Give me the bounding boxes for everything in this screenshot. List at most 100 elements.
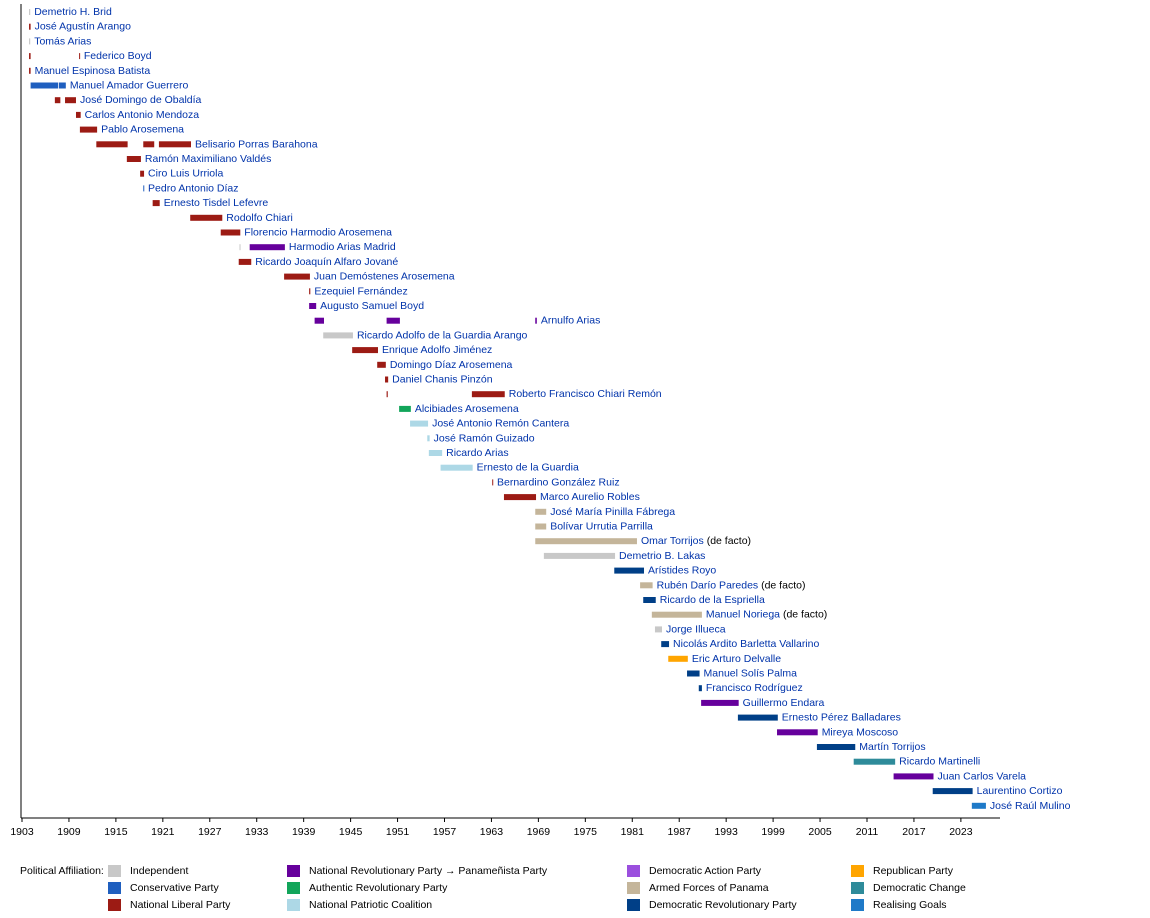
president-name: Manuel Espinosa Batista [35, 65, 151, 77]
president-label: Ciro Luis Urriola [148, 167, 223, 179]
president-name: Ernesto de la Guardia [477, 461, 579, 473]
legend-swatch [627, 865, 640, 877]
term-bar [535, 508, 547, 515]
president-name: Daniel Chanis Pinzón [392, 373, 493, 385]
president-name: Ricardo Martinelli [899, 755, 980, 767]
x-tick-label: 1963 [480, 826, 504, 838]
term-bar [79, 126, 98, 133]
legend-swatch [108, 882, 121, 894]
term-bar [309, 303, 317, 309]
term-bar [661, 641, 670, 648]
term-bar [614, 567, 645, 574]
term-bar [816, 744, 856, 750]
president-label: Ricardo Arias [446, 447, 508, 459]
president-name: Belisario Porras Barahona [195, 138, 318, 150]
president-label: José Antonio Remón Cantera [432, 417, 569, 429]
term-bar [54, 97, 61, 104]
legend-swatch [851, 899, 864, 911]
legend-swatch [287, 899, 300, 911]
president-name: José Ramón Guizado [434, 432, 535, 444]
term-bar [503, 494, 537, 501]
president-label: Demetrio B. Lakas [619, 550, 705, 562]
president-name: Manuel Solís Palma [704, 667, 798, 679]
term-bar [152, 200, 160, 207]
note: (de facto) [761, 579, 805, 591]
legend-label: Realising Goals [873, 899, 947, 911]
president-name: Demetrio H. Brid [34, 6, 112, 18]
president-name: Roberto Francisco Chiari Remón [509, 388, 662, 400]
president-label: José Ramón Guizado [434, 432, 535, 444]
legend-label: Conservative Party [130, 882, 219, 894]
president-label: Augusto Samuel Boyd [320, 300, 424, 312]
term-bar [239, 244, 241, 251]
president-name: Tomás Arias [34, 35, 91, 47]
legend-swatch [287, 865, 300, 877]
president-label: Ricardo Martinelli [899, 755, 980, 767]
president-label: Ernesto Pérez Balladares [782, 711, 901, 723]
term-bar [701, 699, 739, 706]
term-bar [640, 582, 653, 589]
legend-label: National Revolutionary Party → Panameñis… [309, 865, 548, 877]
term-bar [190, 214, 223, 221]
term-bar [427, 435, 430, 442]
president-label: Juan Demóstenes Arosemena [314, 270, 455, 282]
x-tick-label: 2023 [949, 826, 973, 838]
president-label: José Raúl Mulino [990, 800, 1071, 812]
president-name: Harmodio Arias Madrid [289, 241, 396, 253]
president-name: Pedro Antonio Díaz [148, 182, 238, 194]
president-label: Enrique Adolfo Jiménez [382, 344, 492, 356]
president-label: Bolívar Urrutia Parrilla [550, 520, 653, 532]
term-bar [79, 53, 81, 60]
president-label: Demetrio H. Brid [34, 6, 112, 18]
x-tick-label: 1945 [339, 826, 363, 838]
legend-label: Democratic Revolutionary Party [649, 899, 797, 911]
president-label: Florencio Harmodio Arosemena [244, 226, 392, 238]
x-tick-label: 1975 [574, 826, 598, 838]
legend-swatch [627, 882, 640, 894]
x-tick-label: 1933 [245, 826, 269, 838]
legend-swatch [287, 882, 300, 894]
term-bar [687, 670, 700, 677]
president-label: Eric Arturo Delvalle [692, 653, 781, 665]
president-name: Eric Arturo Delvalle [692, 653, 781, 665]
president-name: Laurentino Cortizo [977, 785, 1063, 797]
president-name: Rodolfo Chiari [226, 212, 293, 224]
president-name: Domingo Díaz Arosemena [390, 359, 513, 371]
term-bar [777, 729, 818, 736]
president-name: Marco Aurelio Robles [540, 491, 640, 503]
term-bar [471, 391, 505, 398]
term-bar [29, 9, 31, 15]
term-bar [126, 156, 141, 162]
president-label: Arnulfo Arias [541, 314, 601, 326]
president-label: Nicolás Ardito Barletta Vallarino [673, 638, 819, 650]
president-name: José Domingo de Obaldía [80, 94, 202, 106]
president-label: Roberto Francisco Chiari Remón [509, 388, 662, 400]
president-name: José María Pinilla Fábrega [550, 506, 675, 518]
president-name: Arnulfo Arias [541, 314, 601, 326]
x-tick-label: 2017 [902, 826, 926, 838]
legend-swatch [108, 865, 121, 877]
president-name: Enrique Adolfo Jiménez [382, 344, 492, 356]
president-name: Demetrio B. Lakas [619, 550, 705, 562]
president-label: Ernesto de la Guardia [477, 461, 579, 473]
term-bar [668, 655, 688, 662]
president-label: Domingo Díaz Arosemena [390, 359, 513, 371]
legend-swatch [627, 899, 640, 911]
president-label: José Domingo de Obaldía [80, 94, 202, 106]
x-tick-label: 1987 [668, 826, 692, 838]
term-bar [140, 170, 145, 177]
president-name: Nicolás Ardito Barletta Vallarino [673, 638, 819, 650]
president-name: Ricardo de la Espriella [660, 594, 765, 606]
term-bar [386, 391, 388, 398]
x-tick-label: 1951 [386, 826, 410, 838]
president-label: Pablo Arosemena [101, 123, 184, 135]
x-tick-label: 2005 [808, 826, 832, 838]
president-name: Alcibiades Arosemena [415, 403, 519, 415]
term-bar [377, 361, 386, 368]
president-label: Omar Torrijos (de facto) [641, 535, 751, 547]
president-label: Belisario Porras Barahona [195, 138, 318, 150]
legend-title: Political Affiliation: [20, 865, 104, 877]
x-tick-label: 1903 [10, 826, 34, 838]
president-name: Ricardo Arias [446, 447, 508, 459]
